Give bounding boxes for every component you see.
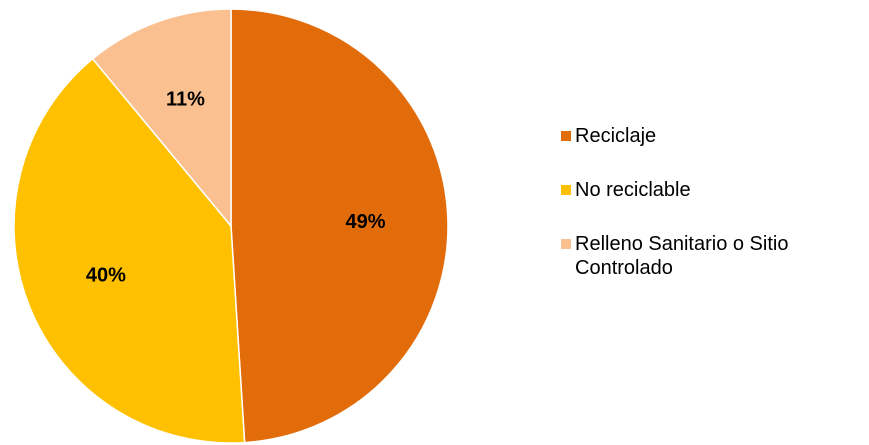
data-label-relleno-sanitario-o-sitio-controlado: 11% <box>166 88 205 110</box>
data-label-reciclaje: 49% <box>345 211 385 233</box>
legend-swatch-relleno-sanitario <box>561 239 571 249</box>
pie-data-labels: 49% 40% 11% <box>86 88 386 286</box>
legend-item-relleno-sanitario: Relleno Sanitario o Sitio Controlado <box>557 232 867 280</box>
pie-slice-reciclaje <box>230 8 449 444</box>
pie-slice-relleno-sanitario-o-sitio-controlado <box>91 8 232 229</box>
legend-label-reciclaje: Reciclaje <box>575 125 657 147</box>
legend-item-reciclaje: Reciclaje <box>557 124 867 148</box>
legend: Reciclaje No reciclable Relleno Sanitari… <box>557 124 867 310</box>
legend-label-no-reciclable: No reciclable <box>575 179 691 201</box>
pie-slices <box>13 8 449 444</box>
pie-slice-no-reciclable <box>13 57 246 444</box>
legend-item-no-reciclable: No reciclable <box>557 178 867 202</box>
legend-swatch-no-reciclable <box>561 185 571 195</box>
legend-swatch-reciclaje <box>561 131 571 141</box>
data-label-no-reciclable: 40% <box>86 265 126 287</box>
legend-label-relleno-sanitario: Relleno Sanitario o Sitio Controlado <box>575 233 789 279</box>
